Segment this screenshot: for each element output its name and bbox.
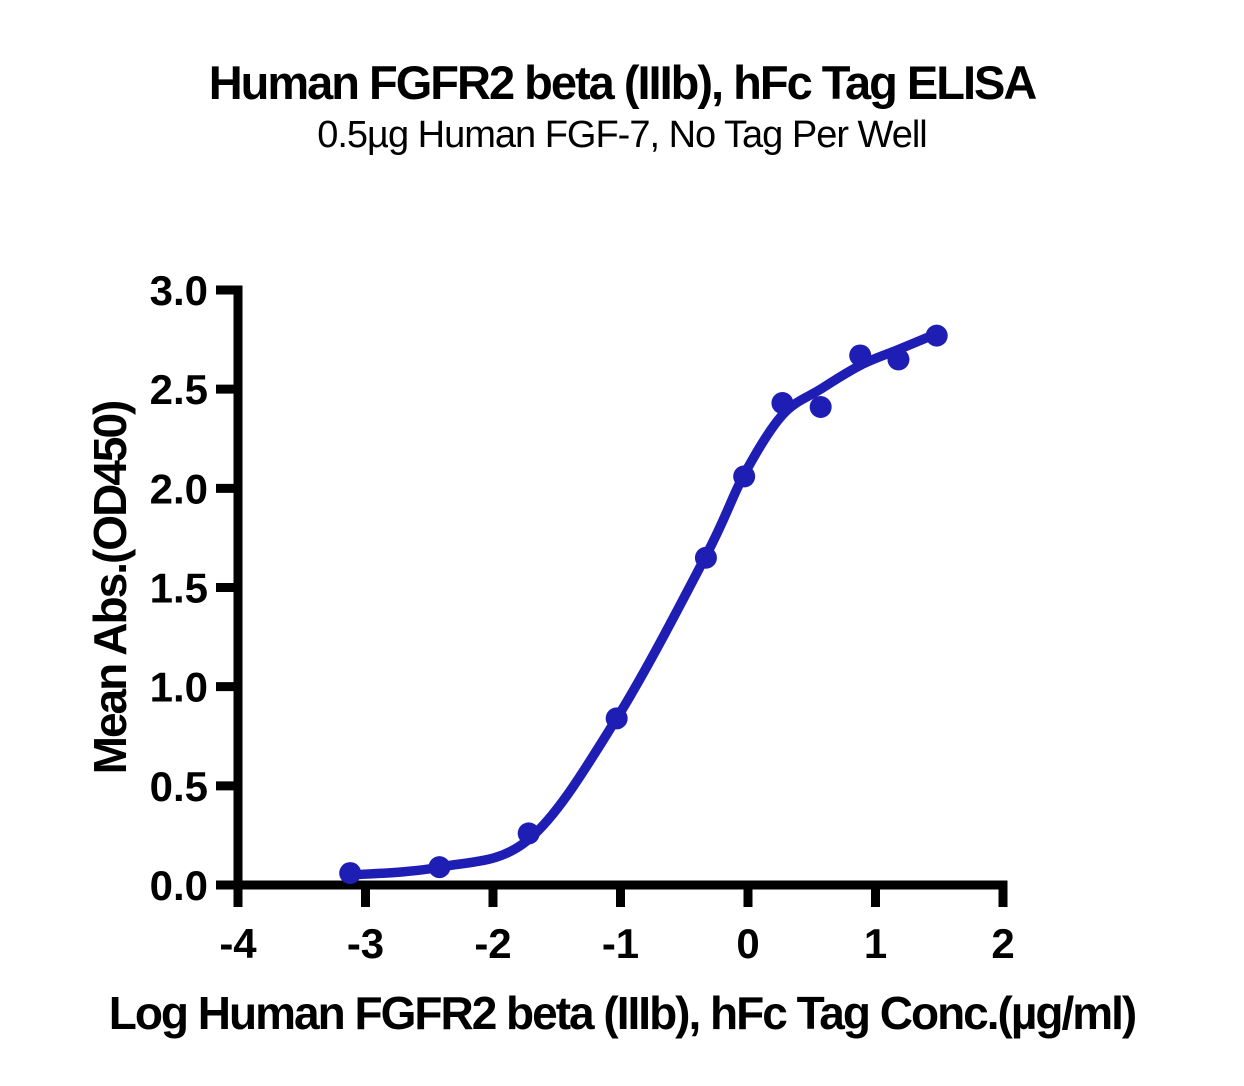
x-tick-label: -1 [602,920,639,967]
y-tick-label: 0.0 [150,862,208,909]
data-point [428,856,451,879]
x-tick-label: -3 [347,920,384,967]
data-point [925,324,948,347]
data-point [517,822,540,845]
chart-title: Human FGFR2 beta (IIIb), hFc Tag ELISA [208,56,1038,109]
data-point [339,862,362,885]
y-tick-label: 2.5 [150,366,208,413]
y-tick-label: 2.0 [150,465,208,512]
y-tick-label: 1.0 [150,664,208,711]
y-tick-label: 0.5 [150,763,208,810]
x-tick-label: 2 [991,920,1014,967]
y-tick-label: 1.5 [150,565,208,612]
data-point [849,344,872,367]
y-tick-label: 3.0 [150,267,208,314]
x-tick-label: 0 [736,920,759,967]
x-tick-label: -2 [474,920,511,967]
x-tick-label: -4 [219,920,257,967]
y-axis-label: Mean Abs.(OD450) [84,401,136,775]
x-tick-label: 1 [864,920,887,967]
data-point [694,546,717,569]
data-point [809,396,832,419]
data-point [605,707,628,730]
data-point [771,392,794,415]
chart-subtitle: 0.5µg Human FGF-7, No Tag Per Well [317,114,928,156]
fit-curve [345,328,942,880]
x-axis-label: Log Human FGFR2 beta (IIIb), hFc Tag Con… [108,987,1138,1039]
data-point [887,348,910,371]
data-point [733,465,756,488]
